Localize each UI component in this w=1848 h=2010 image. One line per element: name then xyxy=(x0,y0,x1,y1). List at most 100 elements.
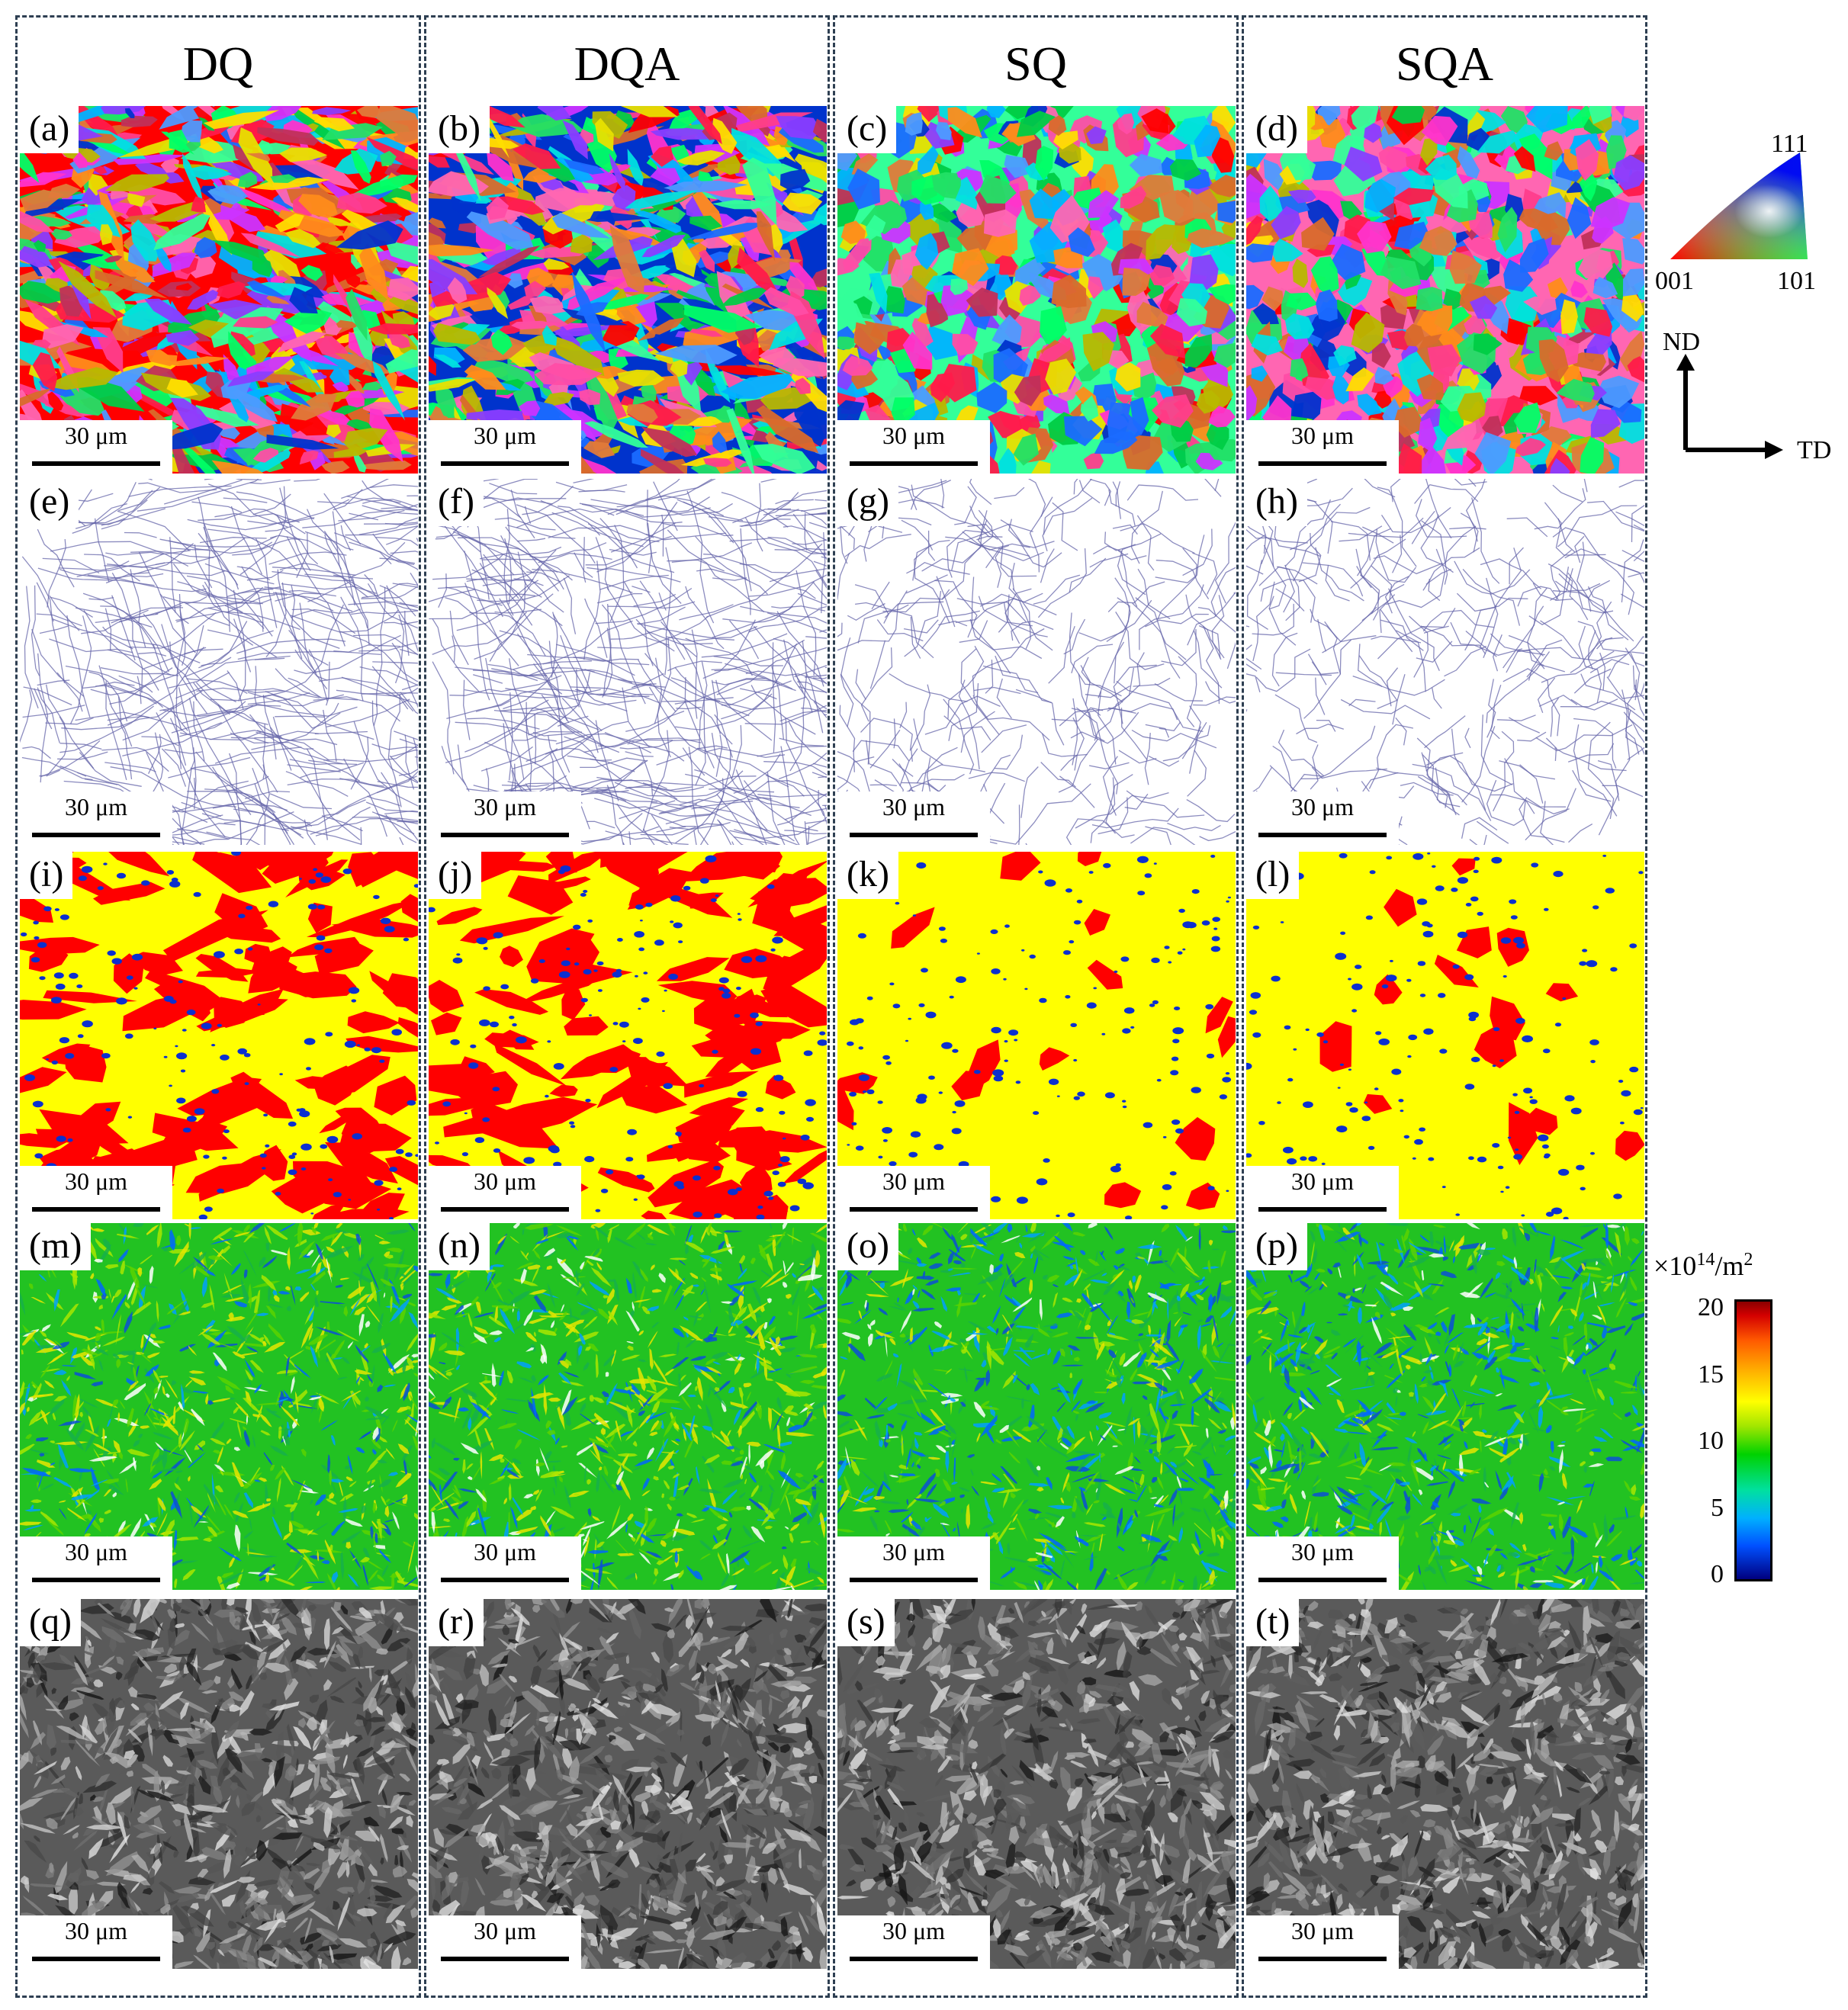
scale-bar-label: 30 μm xyxy=(882,1538,946,1565)
scale-bar-label: 30 μm xyxy=(1290,1167,1355,1195)
scale-bar-label: 30 μm xyxy=(64,793,128,820)
panel-label: (d) xyxy=(1246,106,1307,153)
column-frame-dq xyxy=(15,15,421,1998)
panel-label: (e) xyxy=(20,479,79,526)
column-title-dqa: DQA xyxy=(574,37,680,91)
scale-bar-line xyxy=(1258,1957,1387,1961)
kam-map-image xyxy=(837,1223,1236,1590)
boundary-map-sq: (g) 30 μm xyxy=(837,479,1236,845)
scale-bar: 30 μm xyxy=(20,1166,172,1219)
scale-bar-line xyxy=(850,1957,978,1961)
kam-map-sqa: (p) 30 μm xyxy=(1246,1223,1644,1590)
column-frame-dqa xyxy=(424,15,830,1998)
ipf-map-sqa: (d) 30 μm xyxy=(1246,106,1644,474)
panel-label: (t) xyxy=(1246,1599,1300,1646)
phase-map-image xyxy=(837,852,1236,1219)
phase-map-image xyxy=(20,852,418,1219)
band-contrast-map-image xyxy=(1246,1599,1644,1969)
colorbar-unit-base: ×10 xyxy=(1654,1251,1697,1281)
panel-label: (l) xyxy=(1246,852,1300,899)
boundary-map-image xyxy=(837,479,1236,845)
scale-bar: 30 μm xyxy=(429,420,581,474)
colorbar-unit-exponent: 14 xyxy=(1696,1250,1715,1270)
band-contrast-map-image xyxy=(20,1599,418,1969)
column-frame-sqa xyxy=(1242,15,1647,1998)
scale-bar-label: 30 μm xyxy=(1290,1917,1355,1944)
scale-bar: 30 μm xyxy=(837,1915,990,1969)
ipf-triangle-legend xyxy=(1670,153,1808,259)
scale-bar-label: 30 μm xyxy=(473,1167,537,1195)
ipf-map-image xyxy=(1246,106,1644,474)
colorbar-unit-tail: /m xyxy=(1715,1251,1744,1281)
scale-bar-label: 30 μm xyxy=(882,1917,946,1944)
scale-bar: 30 μm xyxy=(837,420,990,474)
scale-bar: 30 μm xyxy=(837,791,990,845)
scale-bar-line xyxy=(1258,461,1387,466)
panel-label: (j) xyxy=(429,852,482,899)
scale-bar-label: 30 μm xyxy=(1290,422,1355,449)
scale-bar: 30 μm xyxy=(1246,791,1399,845)
column-title-sqa: SQA xyxy=(1395,37,1494,91)
phase-map-image xyxy=(429,852,827,1219)
axis-label-nd: ND xyxy=(1663,328,1701,356)
column-title-dq: DQ xyxy=(182,37,254,91)
kam-map-image xyxy=(429,1223,827,1590)
panel-label: (m) xyxy=(20,1223,92,1270)
band-contrast-map-image xyxy=(837,1599,1236,1969)
panel-label: (h) xyxy=(1246,479,1307,526)
ipf-map-image xyxy=(429,106,827,474)
boundary-map-image xyxy=(1246,479,1644,845)
scale-bar: 30 μm xyxy=(429,1166,581,1219)
scale-bar-line xyxy=(441,1957,569,1961)
kam-map-image xyxy=(1246,1223,1644,1590)
scale-bar: 30 μm xyxy=(20,1915,172,1969)
column-title-sq: SQ xyxy=(1004,37,1067,91)
scale-bar-line xyxy=(1258,833,1387,837)
scale-bar-line xyxy=(850,1207,978,1212)
scale-bar-label: 30 μm xyxy=(473,422,537,449)
ipf-label-101: 101 xyxy=(1777,267,1816,295)
panel-label: (f) xyxy=(429,479,484,526)
scale-bar: 30 μm xyxy=(1246,1915,1399,1969)
scale-bar: 30 μm xyxy=(429,1536,581,1590)
nd-td-axes xyxy=(1676,354,1783,459)
panel-label: (q) xyxy=(20,1599,81,1646)
band-contrast-map-dqa: (r) 30 μm xyxy=(429,1599,827,1969)
scale-bar: 30 μm xyxy=(20,1536,172,1590)
scale-bar-line xyxy=(1258,1578,1387,1582)
colorbar-tick-label: 0 xyxy=(1711,1560,1724,1588)
scale-bar-line xyxy=(441,1207,569,1212)
boundary-map-sqa: (h) 30 μm xyxy=(1246,479,1644,845)
scale-bar-label: 30 μm xyxy=(882,1167,946,1195)
scale-bar-line xyxy=(441,833,569,837)
scale-bar-label: 30 μm xyxy=(64,1538,128,1565)
scale-bar: 30 μm xyxy=(1246,1166,1399,1219)
scale-bar-line xyxy=(32,833,160,837)
boundary-map-image xyxy=(429,479,827,845)
scale-bar: 30 μm xyxy=(1246,420,1399,474)
panel-label: (c) xyxy=(837,106,897,153)
scale-bar: 30 μm xyxy=(20,791,172,845)
scale-bar: 30 μm xyxy=(429,791,581,845)
scale-bar-line xyxy=(32,1578,160,1582)
scale-bar: 30 μm xyxy=(837,1536,990,1590)
phase-map-image xyxy=(1246,852,1644,1219)
scale-bar-label: 30 μm xyxy=(473,1538,537,1565)
boundary-map-image xyxy=(20,479,418,845)
band-contrast-map-image xyxy=(429,1599,827,1969)
scale-bar-line xyxy=(850,1578,978,1582)
panel-label: (p) xyxy=(1246,1223,1307,1270)
scale-bar-label: 30 μm xyxy=(473,1917,537,1944)
colorbar-tick-label: 10 xyxy=(1698,1427,1724,1455)
scale-bar-line xyxy=(1258,1207,1387,1212)
scale-bar-line xyxy=(441,1578,569,1582)
scale-bar: 30 μm xyxy=(429,1915,581,1969)
panel-label: (s) xyxy=(837,1599,895,1646)
kam-map-sq: (o) 30 μm xyxy=(837,1223,1236,1590)
scale-bar-label: 30 μm xyxy=(1290,793,1355,820)
panel-label: (b) xyxy=(429,106,490,153)
ipf-map-dq: (a) 30 μm xyxy=(20,106,418,474)
colorbar-tick-label: 20 xyxy=(1698,1293,1724,1321)
panel-label: (i) xyxy=(20,852,73,899)
panel-label: (a) xyxy=(20,106,79,153)
